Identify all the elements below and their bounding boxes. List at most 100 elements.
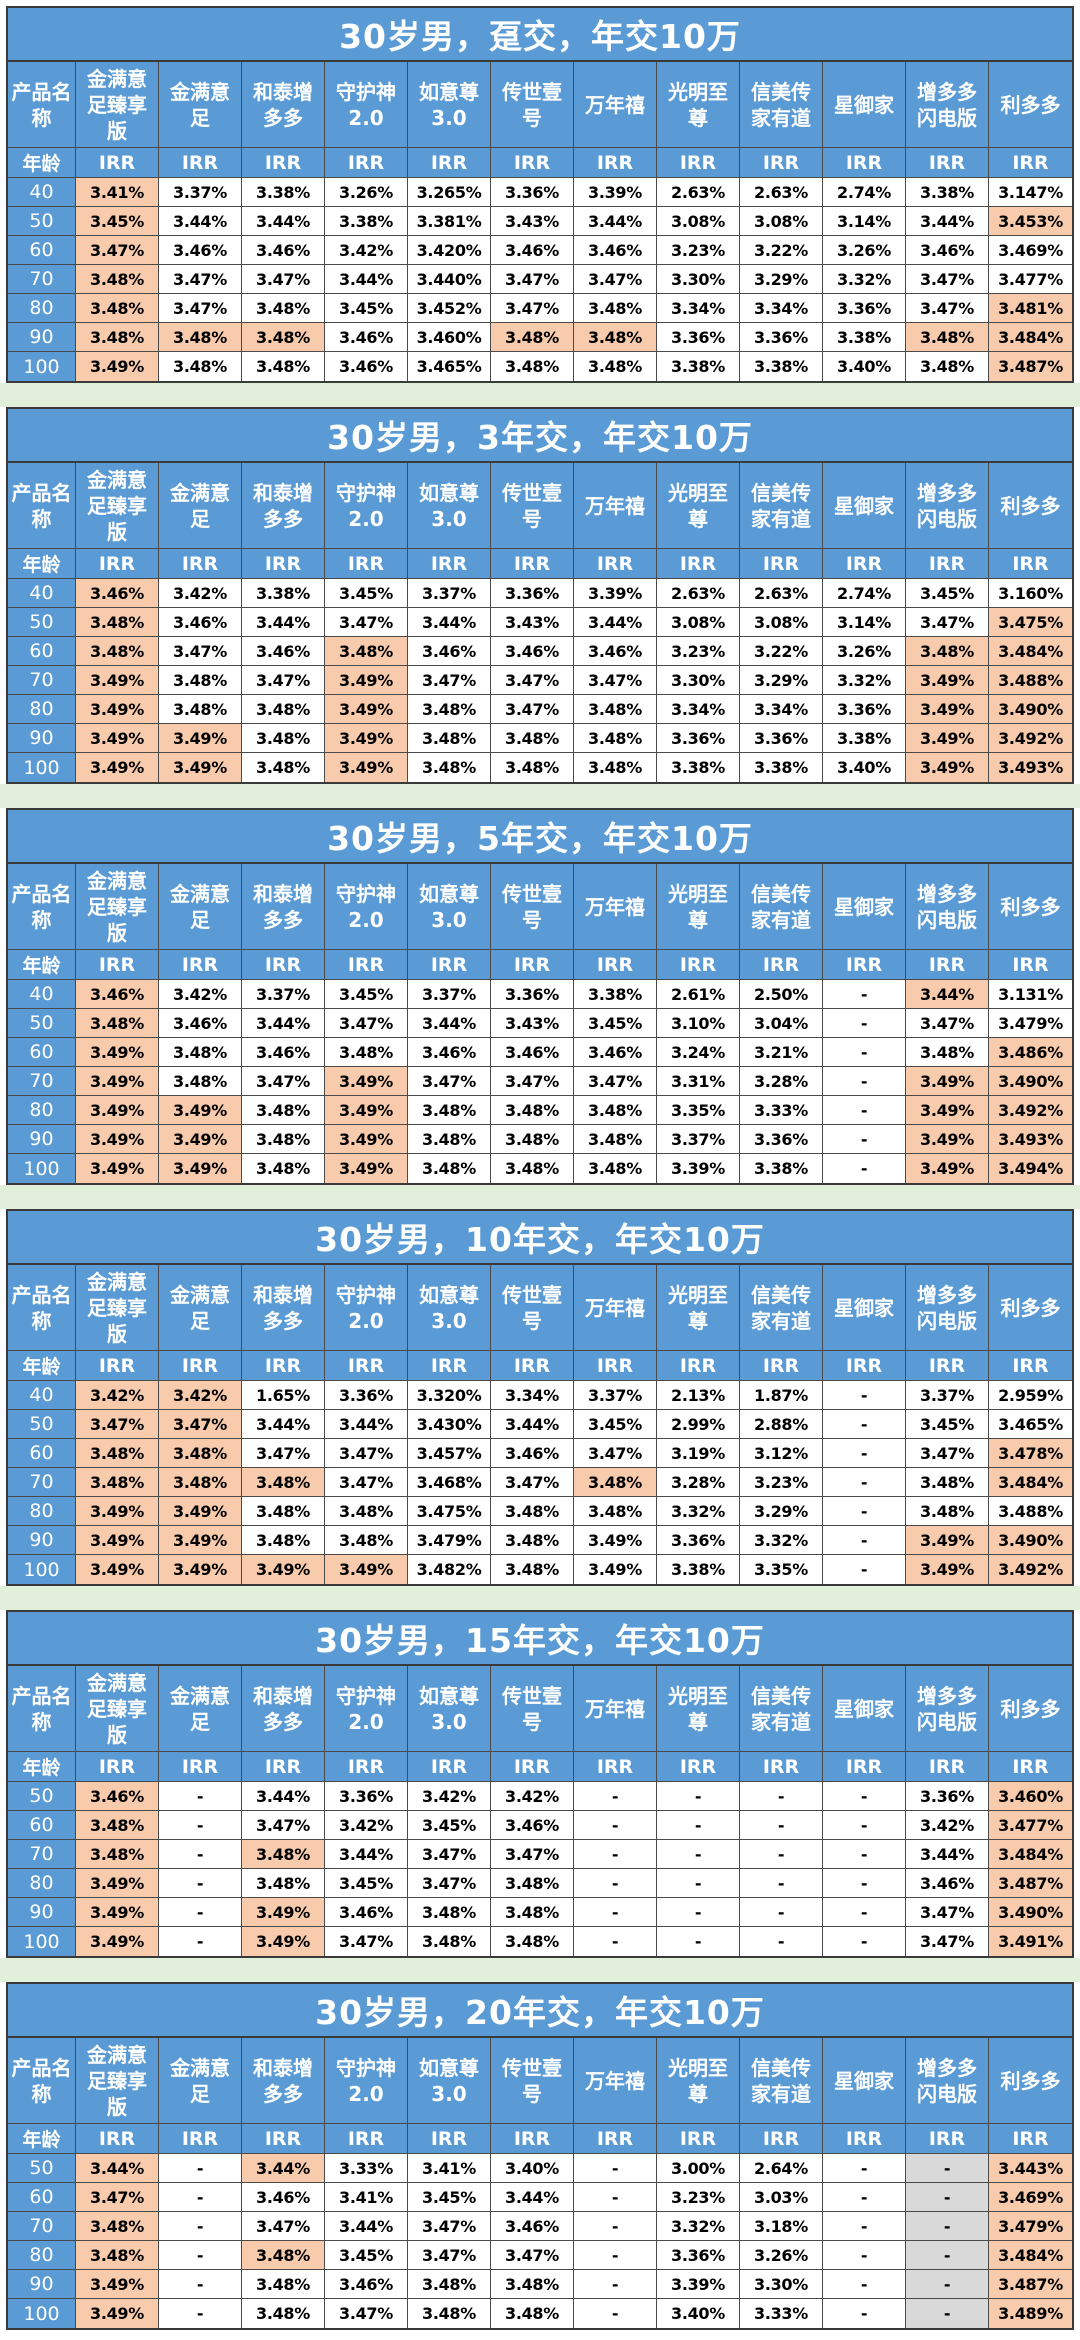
irr-cell: 3.47%	[159, 294, 242, 323]
irr-cell: -	[906, 2183, 989, 2212]
irr-cell: 3.460%	[408, 323, 491, 352]
irr-cell: -	[159, 2154, 242, 2183]
product-header-cell: 光明至尊	[657, 2038, 740, 2124]
irr-cell: 3.48%	[574, 724, 657, 753]
irr-cell: 3.477%	[989, 265, 1072, 294]
irr-cell: 3.494%	[989, 1154, 1072, 1183]
irr-cell: 3.38%	[242, 579, 325, 608]
irr-cell: 3.48%	[491, 2299, 574, 2328]
irr-cell: 3.08%	[657, 207, 740, 236]
irr-cell: 3.48%	[491, 1154, 574, 1183]
irr-cell: 3.46%	[242, 2183, 325, 2212]
irr-header-cell: IRR	[989, 950, 1072, 980]
product-header-cell: 和泰增多多	[242, 1666, 325, 1752]
irr-cell: 3.46%	[574, 637, 657, 666]
age-header-cell: 年龄	[8, 1752, 76, 1782]
irr-cell: -	[574, 1927, 657, 1956]
irr-cell: 3.45%	[906, 579, 989, 608]
irr-cell: 3.14%	[823, 207, 906, 236]
irr-cell: -	[657, 1782, 740, 1811]
irr-cell: 3.48%	[159, 695, 242, 724]
irr-cell: 3.36%	[657, 2241, 740, 2270]
product-header-cell: 守护神2.0	[325, 864, 408, 950]
product-header-cell: 传世壹号	[491, 463, 574, 549]
irr-cell: 3.29%	[740, 1497, 823, 1526]
irr-cell: 3.320%	[408, 1381, 491, 1410]
irr-cell: 3.47%	[408, 666, 491, 695]
irr-cell: 3.47%	[491, 294, 574, 323]
irr-cell: 3.465%	[989, 1410, 1072, 1439]
irr-cell: 3.48%	[491, 724, 574, 753]
irr-cell: 3.49%	[325, 666, 408, 695]
irr-header-cell: IRR	[657, 549, 740, 579]
irr-cell: 3.48%	[242, 2270, 325, 2299]
irr-cell: 3.48%	[242, 1096, 325, 1125]
irr-cell: 3.49%	[76, 1898, 159, 1927]
irr-header-cell: IRR	[491, 1752, 574, 1782]
irr-cell: 3.19%	[657, 1439, 740, 1468]
irr-cell: 3.48%	[242, 1125, 325, 1154]
product-header-cell: 光明至尊	[657, 1265, 740, 1351]
irr-cell: 3.47%	[325, 1439, 408, 1468]
irr-cell: 3.44%	[574, 608, 657, 637]
irr-cell: 3.42%	[325, 236, 408, 265]
irr-cell: 3.48%	[574, 695, 657, 724]
product-header-cell: 传世壹号	[491, 1666, 574, 1752]
irr-cell: 3.47%	[159, 265, 242, 294]
irr-cell: 3.45%	[906, 1410, 989, 1439]
irr-cell: 3.36%	[657, 1526, 740, 1555]
irr-cell: 3.48%	[76, 608, 159, 637]
irr-cell: 3.49%	[159, 753, 242, 782]
table-grid: 产品名称 金满意足臻享版 金满意足 和泰增多多 守护神2.0 如意尊3.0 传世壹号 万年禧光…	[8, 463, 1072, 782]
irr-cell: 3.29%	[740, 265, 823, 294]
irr-cell: 3.46%	[325, 352, 408, 381]
product-header-cell: 信美传家有道	[740, 2038, 823, 2124]
age-header-cell: 年龄	[8, 2124, 76, 2154]
product-header-cell: 星御家	[823, 62, 906, 148]
irr-header-cell: IRR	[906, 1351, 989, 1381]
irr-cell: 3.23%	[657, 2183, 740, 2212]
irr-cell: 3.47%	[491, 1840, 574, 1869]
product-header-cell: 信美传家有道	[740, 463, 823, 549]
irr-cell: 3.45%	[408, 1811, 491, 1840]
irr-cell: 3.38%	[325, 207, 408, 236]
product-header-cell: 金满意足臻享版	[76, 62, 159, 148]
product-header-cell: 利多多	[989, 1666, 1072, 1752]
irr-cell: 3.46%	[491, 236, 574, 265]
age-cell: 80	[8, 2241, 76, 2270]
irr-cell: 3.22%	[740, 236, 823, 265]
irr-cell: 3.48%	[491, 1096, 574, 1125]
age-cell: 60	[8, 1811, 76, 1840]
irr-header-cell: IRR	[740, 2124, 823, 2154]
irr-table-5yr-pay: 30岁男，5年交，年交10万 产品名称 金满意足臻享版 金满意足 和泰增多多 守护神2.0…	[6, 808, 1074, 1185]
irr-header-cell: IRR	[408, 2124, 491, 2154]
irr-cell: 3.44%	[325, 2212, 408, 2241]
table-title: 30岁男，20年交，年交10万	[8, 1984, 1072, 2038]
irr-cell: -	[574, 1898, 657, 1927]
irr-cell: -	[159, 1898, 242, 1927]
irr-cell: 3.47%	[325, 2299, 408, 2328]
irr-header-cell: IRR	[491, 148, 574, 178]
age-cell: 100	[8, 352, 76, 381]
irr-cell: 3.45%	[325, 579, 408, 608]
irr-cell: 3.49%	[76, 1067, 159, 1096]
irr-cell: 3.49%	[906, 753, 989, 782]
irr-cell: 3.493%	[989, 1125, 1072, 1154]
irr-cell: 3.46%	[574, 236, 657, 265]
age-cell: 70	[8, 1468, 76, 1497]
irr-cell: 3.48%	[76, 637, 159, 666]
irr-cell: 3.47%	[325, 1927, 408, 1956]
table-title: 30岁男，趸交，年交10万	[8, 8, 1072, 62]
irr-cell: 3.18%	[740, 2212, 823, 2241]
irr-cell: 3.475%	[408, 1497, 491, 1526]
irr-cell: 3.47%	[491, 1468, 574, 1497]
irr-cell: 3.44%	[491, 2183, 574, 2212]
irr-cell: 3.34%	[740, 695, 823, 724]
product-header-cell: 金满意足	[159, 1666, 242, 1752]
irr-cell: 3.469%	[989, 2183, 1072, 2212]
irr-cell: 3.48%	[906, 1468, 989, 1497]
irr-header-cell: IRR	[574, 148, 657, 178]
product-header-cell: 增多多闪电版	[906, 62, 989, 148]
table-grid: 产品名称 金满意足臻享版 金满意足 和泰增多多 守护神2.0 如意尊3.0 传世壹号 万年禧光…	[8, 864, 1072, 1183]
